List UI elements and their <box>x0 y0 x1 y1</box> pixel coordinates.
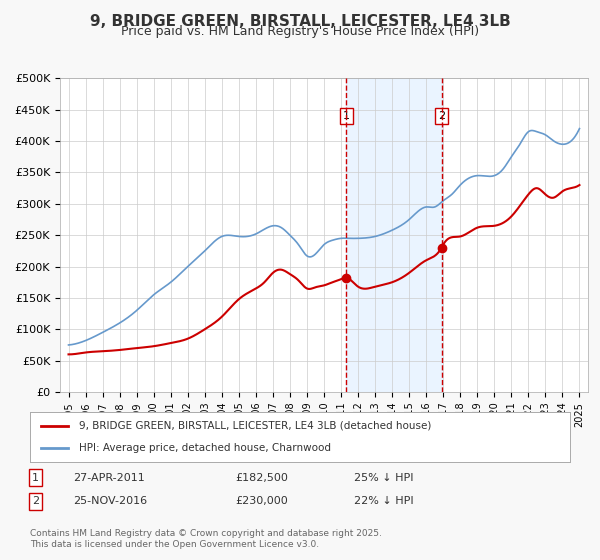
Text: 2: 2 <box>32 496 39 506</box>
Text: HPI: Average price, detached house, Charnwood: HPI: Average price, detached house, Char… <box>79 443 331 453</box>
Text: 1: 1 <box>343 111 350 121</box>
Text: 27-APR-2011: 27-APR-2011 <box>73 473 145 483</box>
Text: 1: 1 <box>32 473 39 483</box>
Text: £182,500: £182,500 <box>235 473 288 483</box>
Text: 25% ↓ HPI: 25% ↓ HPI <box>354 473 413 483</box>
Text: 25-NOV-2016: 25-NOV-2016 <box>73 496 148 506</box>
Text: 9, BRIDGE GREEN, BIRSTALL, LEICESTER, LE4 3LB: 9, BRIDGE GREEN, BIRSTALL, LEICESTER, LE… <box>89 14 511 29</box>
Bar <box>346 78 442 392</box>
Text: Contains HM Land Registry data © Crown copyright and database right 2025.
This d: Contains HM Land Registry data © Crown c… <box>30 529 382 549</box>
Text: 9, BRIDGE GREEN, BIRSTALL, LEICESTER, LE4 3LB (detached house): 9, BRIDGE GREEN, BIRSTALL, LEICESTER, LE… <box>79 421 431 431</box>
Text: Price paid vs. HM Land Registry's House Price Index (HPI): Price paid vs. HM Land Registry's House … <box>121 25 479 38</box>
Text: 2: 2 <box>438 111 445 121</box>
Text: 22% ↓ HPI: 22% ↓ HPI <box>354 496 413 506</box>
Text: £230,000: £230,000 <box>235 496 288 506</box>
